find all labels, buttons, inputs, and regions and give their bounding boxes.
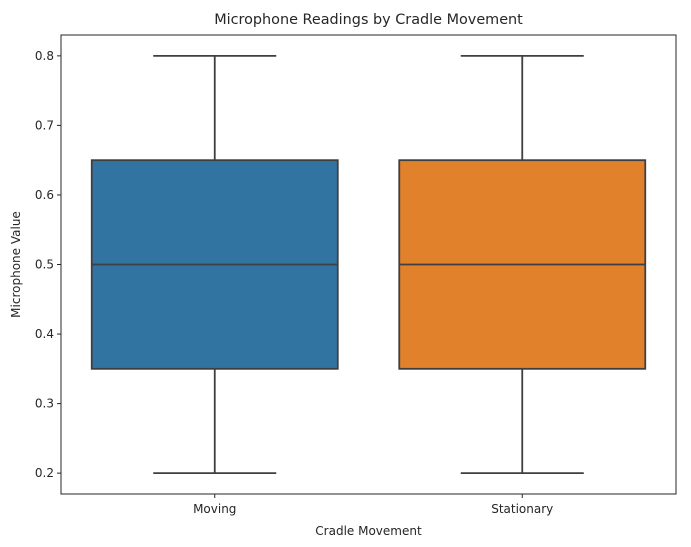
y-tick-label-0.6: 0.6 <box>35 188 54 202</box>
y-tick-label-0.4: 0.4 <box>35 327 54 341</box>
y-axis-label: Microphone Value <box>9 211 23 318</box>
y-tick-label-0.8: 0.8 <box>35 49 54 63</box>
y-tick-label-0.3: 0.3 <box>35 397 54 411</box>
y-tick-label-0.5: 0.5 <box>35 258 54 272</box>
x-axis-label: Cradle Movement <box>315 524 422 538</box>
x-axis: Moving Stationary <box>193 494 553 516</box>
y-tick-label-0.2: 0.2 <box>35 466 54 480</box>
chart-title: Microphone Readings by Cradle Movement <box>214 12 523 28</box>
plot-area <box>60 34 677 495</box>
box-moving <box>90 54 339 475</box>
y-tick-label-0.7: 0.7 <box>35 118 54 132</box>
x-tick-label-moving: Moving <box>193 502 236 516</box>
y-axis: 0.2 0.3 0.4 0.5 0.6 0.7 0.8 <box>35 49 61 480</box>
box-stationary <box>398 54 647 475</box>
x-tick-label-stationary: Stationary <box>491 502 553 516</box>
